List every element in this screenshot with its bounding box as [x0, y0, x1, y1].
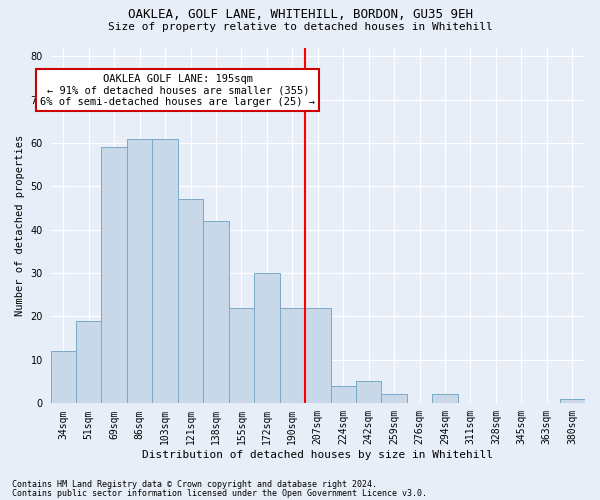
Text: OAKLEA GOLF LANE: 195sqm
← 91% of detached houses are smaller (355)
6% of semi-d: OAKLEA GOLF LANE: 195sqm ← 91% of detach…	[40, 74, 316, 106]
Text: Contains public sector information licensed under the Open Government Licence v3: Contains public sector information licen…	[12, 488, 427, 498]
Bar	[203, 221, 229, 403]
Bar	[127, 138, 152, 403]
Text: OAKLEA, GOLF LANE, WHITEHILL, BORDON, GU35 9EH: OAKLEA, GOLF LANE, WHITEHILL, BORDON, GU…	[128, 8, 473, 20]
Bar	[382, 394, 407, 403]
Bar	[152, 138, 178, 403]
Text: Size of property relative to detached houses in Whitehill: Size of property relative to detached ho…	[107, 22, 493, 32]
Bar	[433, 394, 458, 403]
Bar	[560, 398, 585, 403]
Y-axis label: Number of detached properties: Number of detached properties	[15, 134, 25, 316]
Bar	[356, 382, 382, 403]
Bar	[50, 351, 76, 403]
Bar	[305, 308, 331, 403]
Bar	[178, 199, 203, 403]
Bar	[76, 320, 101, 403]
Bar	[101, 147, 127, 403]
Text: Contains HM Land Registry data © Crown copyright and database right 2024.: Contains HM Land Registry data © Crown c…	[12, 480, 377, 489]
Bar	[229, 308, 254, 403]
Bar	[331, 386, 356, 403]
Bar	[280, 308, 305, 403]
Bar	[254, 273, 280, 403]
X-axis label: Distribution of detached houses by size in Whitehill: Distribution of detached houses by size …	[142, 450, 493, 460]
